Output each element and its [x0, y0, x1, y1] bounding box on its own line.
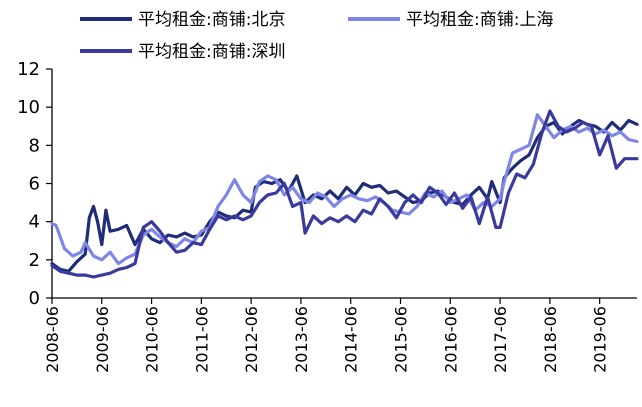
legend-label-shenzhen: 平均租金:商铺:深圳 [138, 42, 285, 62]
y-tick-label: 0 [29, 288, 40, 309]
x-tick-label: 2015-06 [392, 306, 411, 373]
x-tick-label: 2013-06 [292, 306, 311, 373]
plot-area: 0 2 4 6 8 10 12 2008-06 2009-06 2010-06 2011-06 201… [17, 59, 639, 373]
x-tick-label: 2011-06 [192, 306, 211, 373]
y-tick-label: 2 [29, 250, 40, 271]
x-tick-label: 2008-06 [43, 306, 62, 373]
legend: 平均租金:商铺:北京 平均租金:商铺:上海 平均租金:商铺:深圳 [80, 10, 553, 62]
x-tick-label: 2018-06 [541, 306, 560, 373]
x-tick-label: 2019-06 [591, 306, 610, 373]
series-line-shenzhen [50, 109, 639, 279]
y-tick-label: 10 [17, 97, 40, 118]
y-tick-label: 4 [29, 212, 40, 233]
series-line-beijing [50, 118, 639, 273]
legend-label-shanghai: 平均租金:商铺:上海 [406, 10, 553, 30]
y-tick-label: 8 [29, 135, 40, 156]
x-tick-label: 2016-06 [441, 306, 460, 373]
legend-label-beijing: 平均租金:商铺:北京 [138, 10, 285, 30]
series-line-shanghai [50, 113, 639, 266]
x-tick-label: 2009-06 [93, 306, 112, 373]
x-tick-label: 2017-06 [491, 306, 510, 373]
x-tick-label: 2014-06 [342, 306, 361, 373]
y-tick-label: 12 [17, 59, 40, 80]
x-tick-label: 2010-06 [143, 306, 162, 373]
x-tick-label: 2012-06 [242, 306, 261, 373]
y-tick-label: 6 [29, 174, 40, 195]
